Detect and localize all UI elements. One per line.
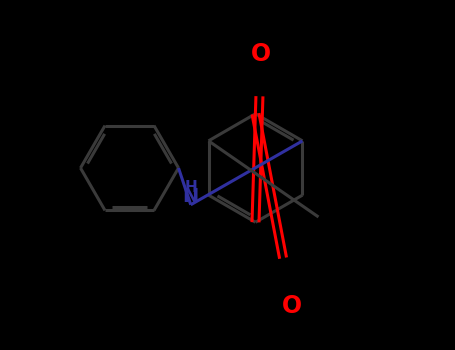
Text: O: O bbox=[282, 294, 302, 318]
Text: H: H bbox=[184, 180, 197, 195]
Text: O: O bbox=[251, 42, 271, 66]
Text: N: N bbox=[182, 187, 199, 205]
